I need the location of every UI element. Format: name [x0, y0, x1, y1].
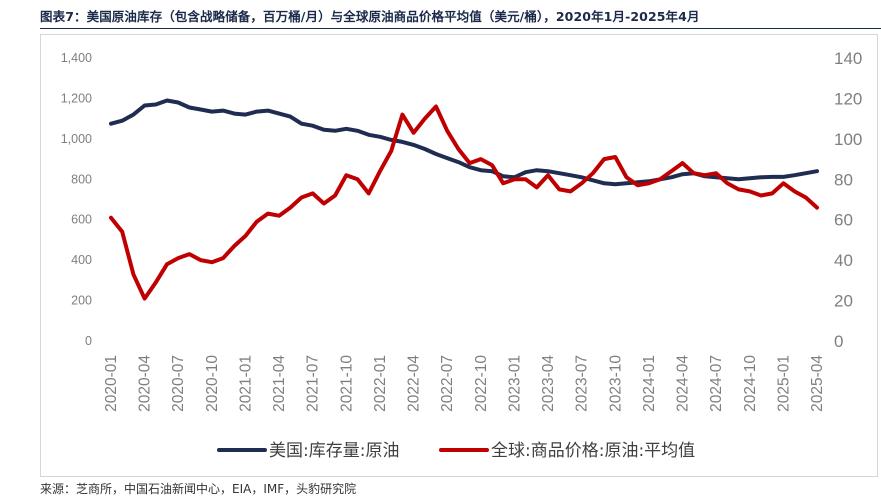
left-y-tick-label: 1,400 [61, 51, 92, 65]
legend: 美国:库存量:原油 全球:商品价格:原油:平均值 [217, 441, 695, 461]
price-series-line [109, 104, 819, 301]
left-y-tick-label: 1,000 [61, 132, 92, 146]
right-y-tick-label: 0 [834, 332, 843, 351]
right-y-tick-label: 100 [834, 130, 862, 149]
left-y-tick-label: 0 [85, 334, 92, 348]
right-y-tick-label: 140 [834, 49, 862, 68]
left-y-tick-label: 200 [71, 294, 92, 308]
source-note: 来源：芝商所，中国石油新闻中心，EIA，IMF，头豹研究院 [40, 482, 357, 496]
legend-price-label: 全球:商品价格:原油:平均值 [491, 441, 695, 461]
right-y-tick-label: 80 [834, 170, 853, 189]
chart-frame: 0 200 400 600 800 1,000 1,200 1,400 0 20 40 60 80 10… [40, 34, 878, 477]
right-y-tick-label: 40 [834, 251, 853, 270]
x-tick-label: 2023-01 [506, 355, 523, 412]
x-tick-label: 2022-01 [372, 355, 389, 412]
x-tick-label: 2022-04 [406, 355, 423, 412]
x-tick-label: 2020-07 [170, 355, 187, 412]
right-y-tick-label: 20 [834, 292, 853, 311]
left-y-tick-label: 400 [71, 253, 92, 267]
x-tick-label: 2025-01 [775, 355, 792, 412]
x-tick-label: 2024-04 [675, 355, 692, 412]
x-tick-label: 2023-04 [540, 355, 557, 412]
x-tick-label: 2020-04 [137, 355, 154, 412]
left-y-tick-label: 600 [71, 213, 92, 227]
x-tick-label: 2023-10 [607, 355, 624, 412]
series-lines [109, 98, 819, 301]
title-underline [40, 28, 881, 29]
dual-axis-line-chart: 0 200 400 600 800 1,000 1,200 1,400 0 20 40 60 80 10… [61, 49, 863, 461]
left-y-axis: 0 200 400 600 800 1,000 1,200 1,400 [61, 51, 92, 348]
x-tick-label: 2022-07 [439, 355, 456, 412]
x-tick-label: 2021-04 [271, 355, 288, 412]
x-tick-label: 2020-01 [103, 355, 120, 412]
figure-title: 图表7：美国原油库存（包含战略储备，百万桶/月）与全球原油商品价格平均值（美元/… [40, 9, 700, 24]
right-y-tick-label: 60 [834, 211, 853, 230]
x-tick-label: 2024-07 [708, 355, 725, 412]
legend-inventory-label: 美国:库存量:原油 [269, 441, 399, 461]
left-y-tick-label: 800 [71, 172, 92, 186]
x-tick-label: 2021-10 [338, 355, 355, 412]
left-y-tick-label: 1,200 [61, 91, 92, 105]
x-tick-label: 2024-10 [742, 355, 759, 412]
right-y-axis: 0 20 40 60 80 100 120 140 [834, 49, 862, 351]
x-tick-label: 2022-10 [473, 355, 490, 412]
inventory-series-line [109, 98, 819, 187]
x-tick-label: 2021-07 [305, 355, 322, 412]
x-axis: 2020-01 2020-04 2020-07 2020-10 2021-01 2021-… [103, 355, 826, 412]
x-tick-label: 2024-01 [641, 355, 658, 412]
x-tick-label: 2020-10 [204, 355, 221, 412]
x-tick-label: 2023-07 [574, 355, 591, 412]
right-y-tick-label: 120 [834, 89, 862, 108]
x-tick-label: 2021-01 [237, 355, 254, 412]
x-tick-label: 2025-04 [809, 355, 826, 412]
